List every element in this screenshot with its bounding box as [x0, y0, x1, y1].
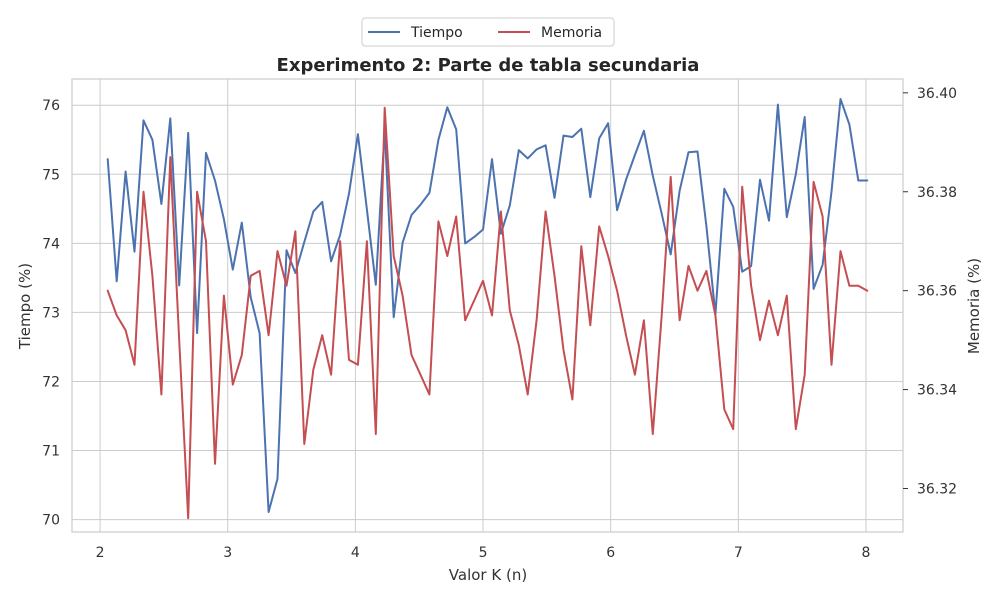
y2-axis-title: Memoria (%): [965, 258, 983, 354]
plot-frame: [71, 78, 904, 533]
y-tick-label: 72: [42, 374, 60, 390]
y-tick-label: 75: [42, 167, 60, 183]
series-layer: [106, 98, 869, 520]
chart-title: Experimento 2: Parte de tabla secundaria: [277, 55, 700, 76]
x-tick-label: 4: [351, 545, 360, 561]
y-tick-labels: 70 71 72 73 74 75 76: [42, 98, 60, 528]
y2-tick-label: 36.40: [917, 86, 957, 102]
y-tick-label: 73: [42, 305, 60, 321]
y2-tick-label: 36.32: [917, 481, 957, 497]
y-tick-label: 70: [42, 513, 60, 529]
legend: Tiempo Memoria: [361, 17, 615, 47]
legend-label-memoria: Memoria: [541, 25, 602, 41]
legend-box: [361, 17, 615, 47]
y2-tick-label: 36.36: [917, 284, 957, 300]
x-tick-label: 5: [479, 545, 488, 561]
x-axis-title: Valor K (n): [449, 566, 527, 584]
x-tick-label: 7: [734, 545, 743, 561]
y-tick-label: 71: [42, 444, 60, 460]
x-tick-labels: 2 3 4 5 6 7 8: [96, 545, 871, 561]
y2-tick-label: 36.38: [917, 185, 957, 201]
y-tick-label: 74: [42, 236, 60, 252]
y-axis-title: Tiempo (%): [16, 263, 34, 350]
x-tick-label: 2: [96, 545, 105, 561]
series-line-tiempo: [106, 98, 869, 513]
plot-background: [72, 79, 903, 532]
x-tick-label: 8: [862, 545, 871, 561]
y-tick-label: 76: [42, 98, 60, 114]
y2-tick-label: 36.34: [917, 383, 957, 399]
legend-label-tiempo: Tiempo: [410, 25, 463, 41]
x-tick-label: 3: [223, 545, 232, 561]
x-tick-label: 6: [606, 545, 615, 561]
series-line-memoria: [106, 106, 869, 520]
y2-tick-labels: 36.32 36.34 36.36 36.38 36.40: [903, 86, 957, 497]
